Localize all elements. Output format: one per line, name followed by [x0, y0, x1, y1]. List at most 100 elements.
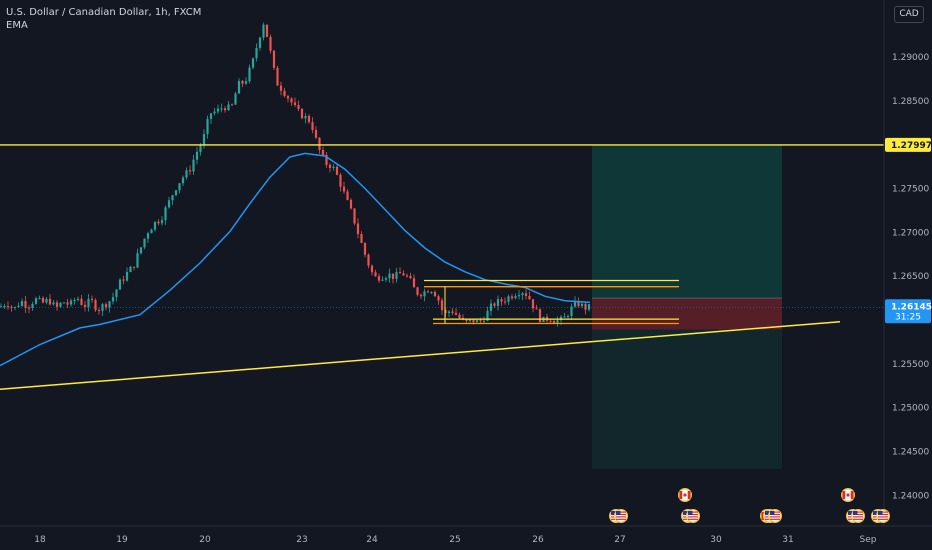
position-zones[interactable]	[592, 144, 782, 470]
trendline[interactable]	[0, 320, 841, 390]
candle-body	[101, 304, 104, 311]
us-flag-icon[interactable]	[851, 509, 865, 523]
candle-body	[528, 295, 531, 300]
candle-body	[416, 287, 419, 295]
flag-canton	[853, 511, 858, 515]
candle-body	[419, 294, 423, 297]
canada-flag-icon[interactable]	[841, 488, 855, 502]
candle-body	[227, 104, 230, 111]
time-tick-label: 27	[614, 535, 625, 545]
time-tick-label: 25	[449, 535, 460, 545]
candle-body	[475, 320, 479, 323]
flag-stripe	[853, 513, 863, 516]
candle-body	[521, 293, 524, 296]
candle-body	[381, 279, 384, 281]
ema-line[interactable]	[0, 152, 591, 367]
candle-body	[486, 310, 489, 321]
candle-body	[398, 272, 402, 274]
candle-body	[132, 266, 136, 268]
candle-body	[237, 80, 241, 94]
us-flag-icon[interactable]	[614, 509, 628, 523]
candle-body	[206, 118, 209, 135]
candle-body	[402, 273, 405, 276]
candle-body	[377, 276, 381, 281]
indicator-label[interactable]: EMA	[6, 20, 28, 31]
time-axis[interactable]	[0, 526, 932, 550]
candle-body	[395, 272, 398, 279]
candle-body	[3, 306, 6, 308]
candle-body	[325, 154, 328, 165]
candle-body	[391, 273, 395, 279]
candle-body	[62, 302, 66, 304]
candle-body	[216, 108, 220, 112]
candle-body	[311, 122, 314, 130]
candle-body	[59, 302, 62, 307]
currency-button[interactable]: CAD	[894, 6, 924, 23]
price-tick-label: 1.24500	[892, 447, 929, 457]
last-price-tag[interactable]	[885, 299, 931, 324]
candle-body	[181, 177, 185, 184]
candle-body	[500, 299, 503, 302]
candle-body	[531, 299, 535, 309]
candle-body	[479, 320, 482, 322]
candle-body	[412, 278, 416, 288]
candle-body	[241, 80, 244, 84]
candle-body	[251, 58, 255, 68]
candle-body	[248, 67, 251, 82]
stop-zone[interactable]	[592, 298, 782, 330]
candle-body	[111, 297, 115, 302]
candle-body	[538, 309, 542, 323]
candle-body	[45, 298, 48, 303]
candle-body	[55, 302, 59, 307]
us-flag-icon[interactable]	[876, 509, 890, 523]
candle-body	[27, 307, 31, 309]
candle-body	[290, 98, 293, 103]
candle-body	[279, 85, 283, 91]
candle-body	[566, 316, 570, 318]
candle-body	[451, 311, 454, 313]
drawings[interactable]	[0, 144, 884, 390]
us-flag-icon[interactable]	[686, 509, 700, 523]
candle-body	[202, 134, 206, 146]
time-tick-label: 23	[296, 535, 307, 545]
us-flag-icon[interactable]	[768, 509, 782, 523]
candle-body	[356, 223, 360, 235]
flag-canton	[873, 511, 878, 515]
candle-body	[213, 111, 216, 114]
candle-body	[97, 310, 101, 312]
candle-body	[90, 298, 94, 300]
candle-body	[556, 320, 559, 324]
flag-stripe	[878, 513, 888, 516]
flag-stripe	[853, 516, 863, 518]
target-zone[interactable]	[592, 144, 782, 299]
candle-body	[199, 145, 202, 152]
canada-flag-icon[interactable]	[678, 488, 692, 502]
candle-body	[269, 36, 272, 51]
candle-body	[496, 299, 500, 306]
candle-body	[283, 90, 286, 97]
candle-body	[584, 303, 587, 310]
candle-body	[570, 306, 573, 317]
bar-countdown: 31:25	[895, 312, 921, 322]
flag-stripe	[878, 511, 888, 513]
candle-body	[447, 311, 451, 313]
flag-stripe	[770, 513, 780, 516]
flag-band	[687, 491, 691, 499]
candle-body	[433, 292, 437, 297]
flag-canton	[688, 511, 693, 515]
symbol-title[interactable]: U.S. Dollar / Canadian Dollar, 1h, FXCM	[6, 7, 202, 18]
candle-body	[272, 50, 276, 68]
price-axis[interactable]	[884, 0, 932, 550]
economic-events[interactable]	[609, 488, 890, 523]
candle-body	[563, 316, 566, 318]
candle-body	[87, 298, 90, 308]
candle-body	[66, 302, 69, 305]
candle-body	[454, 312, 458, 315]
candle-body	[262, 24, 265, 38]
candle-body	[220, 108, 223, 110]
candle-body	[118, 279, 122, 290]
candle-body	[426, 291, 430, 293]
level-price-tag[interactable]	[885, 137, 931, 152]
